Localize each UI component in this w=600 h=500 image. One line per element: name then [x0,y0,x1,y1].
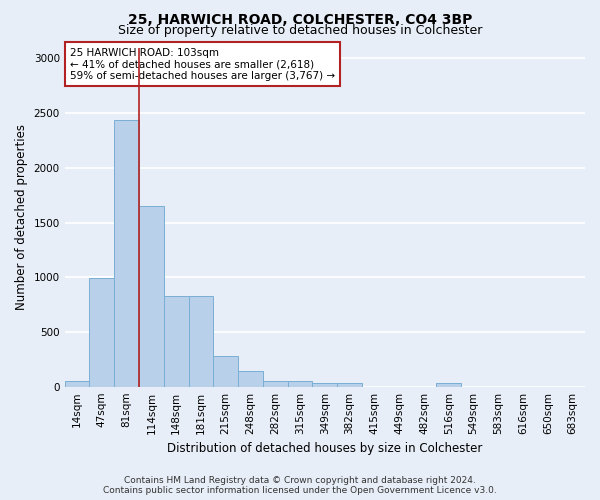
Bar [188,296,214,386]
Bar [436,384,461,386]
Bar [238,371,263,386]
Text: 25 HARWICH ROAD: 103sqm
← 41% of detached houses are smaller (2,618)
59% of semi: 25 HARWICH ROAD: 103sqm ← 41% of detache… [70,48,335,80]
Bar [337,384,362,386]
Bar [139,206,164,386]
Bar [214,356,238,386]
Bar [89,278,114,386]
Bar [164,296,188,386]
Text: Contains HM Land Registry data © Crown copyright and database right 2024.
Contai: Contains HM Land Registry data © Crown c… [103,476,497,495]
Text: Size of property relative to detached houses in Colchester: Size of property relative to detached ho… [118,24,482,37]
Bar [65,380,89,386]
X-axis label: Distribution of detached houses by size in Colchester: Distribution of detached houses by size … [167,442,482,455]
Y-axis label: Number of detached properties: Number of detached properties [15,124,28,310]
Text: 25, HARWICH ROAD, COLCHESTER, CO4 3BP: 25, HARWICH ROAD, COLCHESTER, CO4 3BP [128,12,472,26]
Bar [114,120,139,386]
Bar [263,380,287,386]
Bar [313,384,337,386]
Bar [287,380,313,386]
